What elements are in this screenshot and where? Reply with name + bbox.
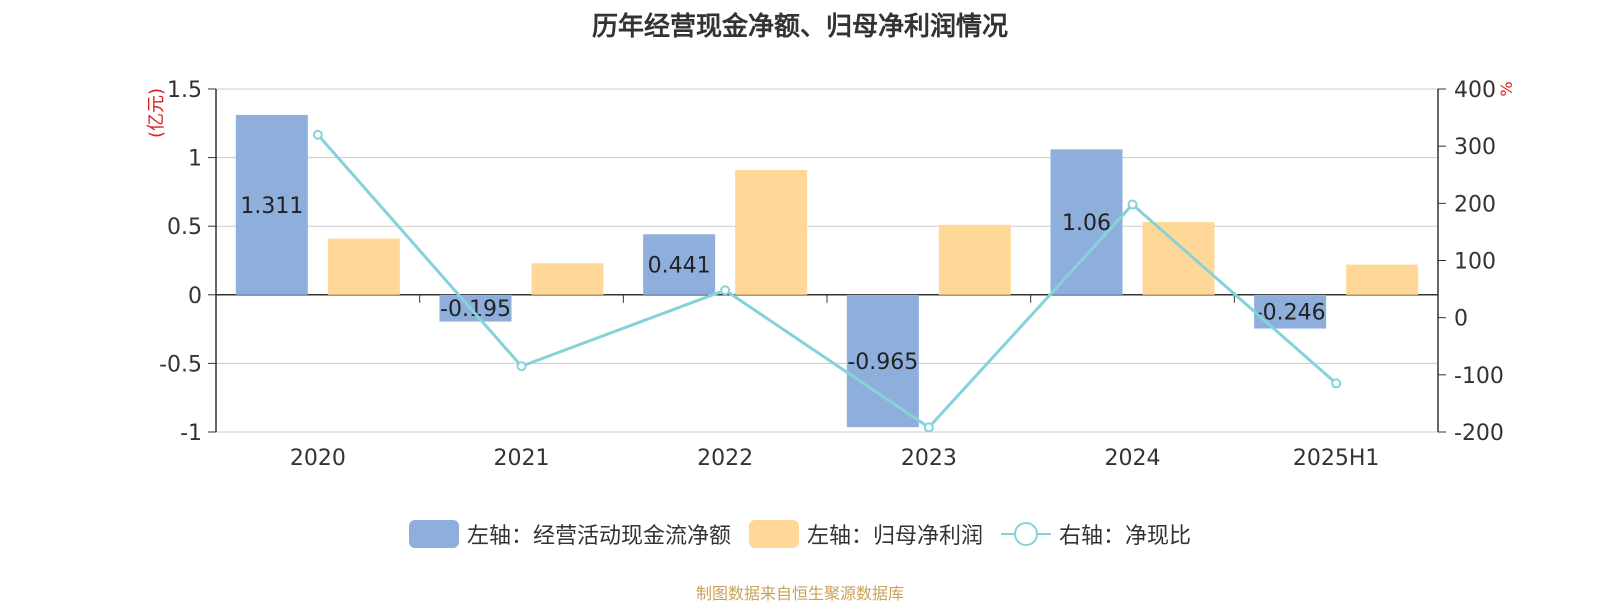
point-ratio	[923, 422, 934, 433]
left-tick-label: 1.5	[167, 78, 202, 103]
bar-cashflow	[235, 114, 308, 295]
bar-profit	[531, 263, 604, 295]
x-tick-label: 2021	[494, 446, 550, 471]
legend-item-cashflow[interactable]: 左轴：经营活动现金流净额	[408, 518, 731, 550]
legend-label-ratio: 右轴：净现比	[1059, 524, 1192, 549]
x-tick-label: 2025H1	[1293, 446, 1380, 471]
data-label-cashflow: 1.311	[240, 194, 303, 219]
point-ratio	[1127, 199, 1138, 210]
legend: 左轴：经营活动现金流净额 左轴：归母净利润 右轴：净现比	[0, 518, 1600, 550]
legend-swatch-ratio	[1001, 520, 1051, 548]
legend-swatch-cashflow	[408, 520, 459, 548]
point-ratio	[516, 361, 527, 372]
left-tick-label: 1	[188, 147, 202, 172]
right-axis-unit: %	[1497, 81, 1516, 96]
bar-cashflow	[846, 294, 919, 428]
right-tick-label: 200	[1454, 192, 1496, 217]
x-tick-label: 2023	[901, 446, 957, 471]
x-tick-label: 2020	[290, 446, 346, 471]
bar-cashflow	[643, 234, 716, 295]
point-ratio	[720, 285, 731, 296]
legend-item-profit[interactable]: 左轴：归母净利润	[748, 518, 983, 550]
right-tick-label: 100	[1454, 250, 1496, 275]
legend-swatch-profit	[748, 520, 799, 548]
bar-profit	[1346, 264, 1419, 295]
data-label-cashflow: 1.06	[1062, 211, 1111, 236]
legend-item-ratio[interactable]: 右轴：净现比	[1001, 518, 1191, 550]
left-tick-label: 0.5	[167, 215, 202, 240]
bar-cashflow	[439, 294, 512, 322]
bar-profit	[327, 238, 400, 295]
right-tick-label: 400	[1454, 78, 1496, 103]
line-ratio	[316, 133, 1338, 430]
left-tick-label: -0.5	[159, 352, 202, 377]
data-label-cashflow: 0.441	[648, 254, 711, 279]
legend-label-cashflow: 左轴：经营活动现金流净额	[466, 524, 731, 549]
right-tick-label: -200	[1454, 421, 1504, 446]
right-tick-label: -100	[1454, 364, 1504, 389]
right-tick-label: 300	[1454, 135, 1496, 160]
data-label-cashflow: -0.195	[440, 297, 511, 322]
x-tick-label: 2024	[1105, 446, 1161, 471]
source-note: 制图数据来自恒生聚源数据库	[695, 584, 904, 603]
legend-label-profit: 左轴：归母净利润	[806, 524, 983, 549]
bar-cashflow	[1050, 149, 1123, 295]
right-tick-label: 0	[1454, 307, 1468, 332]
point-ratio	[1331, 378, 1342, 389]
left-axis-unit: (亿元)	[146, 88, 167, 138]
chart-title: 历年经营现金净额、归母净利润情况	[591, 12, 1008, 42]
point-ratio	[312, 129, 323, 140]
bar-profit	[1142, 222, 1215, 295]
bar-profit	[735, 169, 808, 295]
left-tick-label: 0	[188, 284, 202, 309]
data-label-cashflow: -0.965	[847, 350, 918, 375]
x-tick-label: 2022	[697, 446, 753, 471]
left-tick-label: -1	[180, 421, 202, 446]
bar-profit	[938, 224, 1011, 295]
